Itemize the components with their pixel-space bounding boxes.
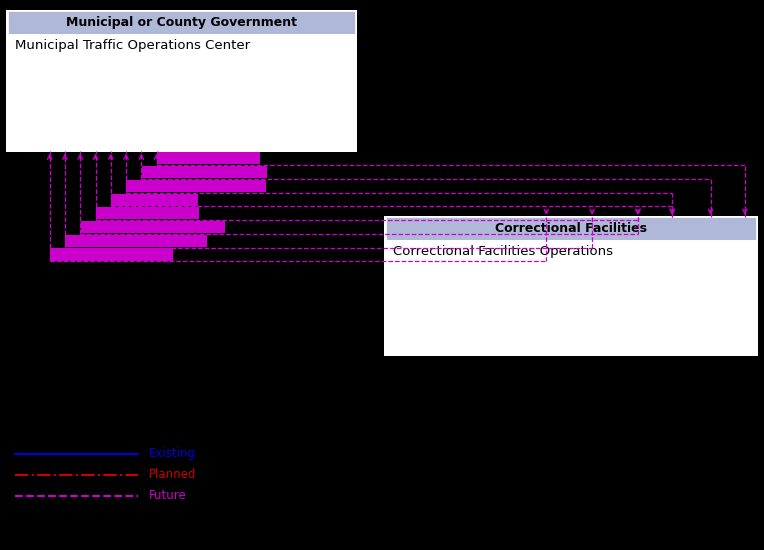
Text: incident information request: incident information request [82, 222, 224, 232]
Text: incident information: incident information [97, 208, 199, 218]
Text: Planned: Planned [149, 468, 196, 481]
Bar [8, 11, 355, 34]
Text: Existing: Existing [149, 447, 196, 460]
Text: incident response status: incident response status [143, 167, 266, 177]
Text: Correctional Facilities Operations: Correctional Facilities Operations [393, 245, 613, 258]
Text: resource request: resource request [112, 195, 196, 205]
Text: Correctional Facilities: Correctional Facilities [495, 222, 647, 235]
Text: remote surveillance control: remote surveillance control [128, 181, 264, 191]
Text: Municipal Traffic Operations Center: Municipal Traffic Operations Center [15, 39, 251, 52]
Text: road network conditions: road network conditions [51, 250, 172, 260]
Bar [384, 216, 758, 356]
Text: incident information: incident information [158, 153, 260, 163]
Bar [386, 240, 756, 355]
Text: Future: Future [149, 489, 186, 502]
Text: Municipal or County Government: Municipal or County Government [66, 16, 297, 29]
Bar [8, 34, 355, 151]
Bar [386, 217, 756, 240]
Text: resource deployment status: resource deployment status [66, 236, 206, 246]
Bar [6, 10, 357, 152]
